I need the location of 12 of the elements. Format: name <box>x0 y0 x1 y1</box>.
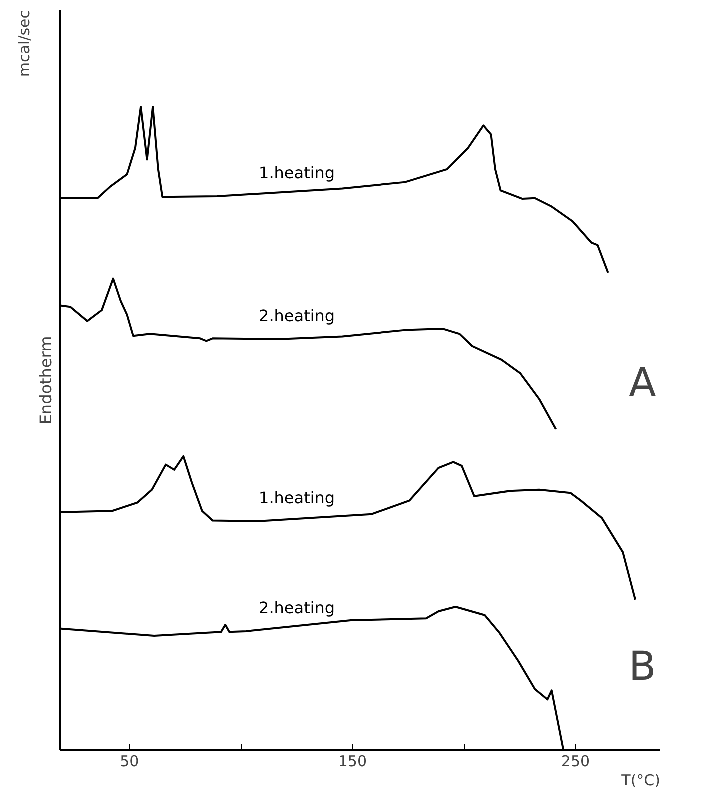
x-tick-label: 150 <box>338 752 368 770</box>
x-axis-title: T(°C) <box>620 772 661 790</box>
series-label: 2.heating <box>259 306 336 326</box>
annotation: B <box>628 644 656 690</box>
x-tick-label: 50 <box>120 752 140 770</box>
series-label: 1.heating <box>259 488 336 508</box>
annotation: A <box>628 360 657 407</box>
series-label: 1.heating <box>259 163 336 182</box>
series-label: 2.heating <box>259 598 336 618</box>
text: mcal/sec <box>16 10 34 78</box>
y-axis-title: Endotherm <box>36 336 56 425</box>
x-tick-label: 250 <box>561 752 590 770</box>
